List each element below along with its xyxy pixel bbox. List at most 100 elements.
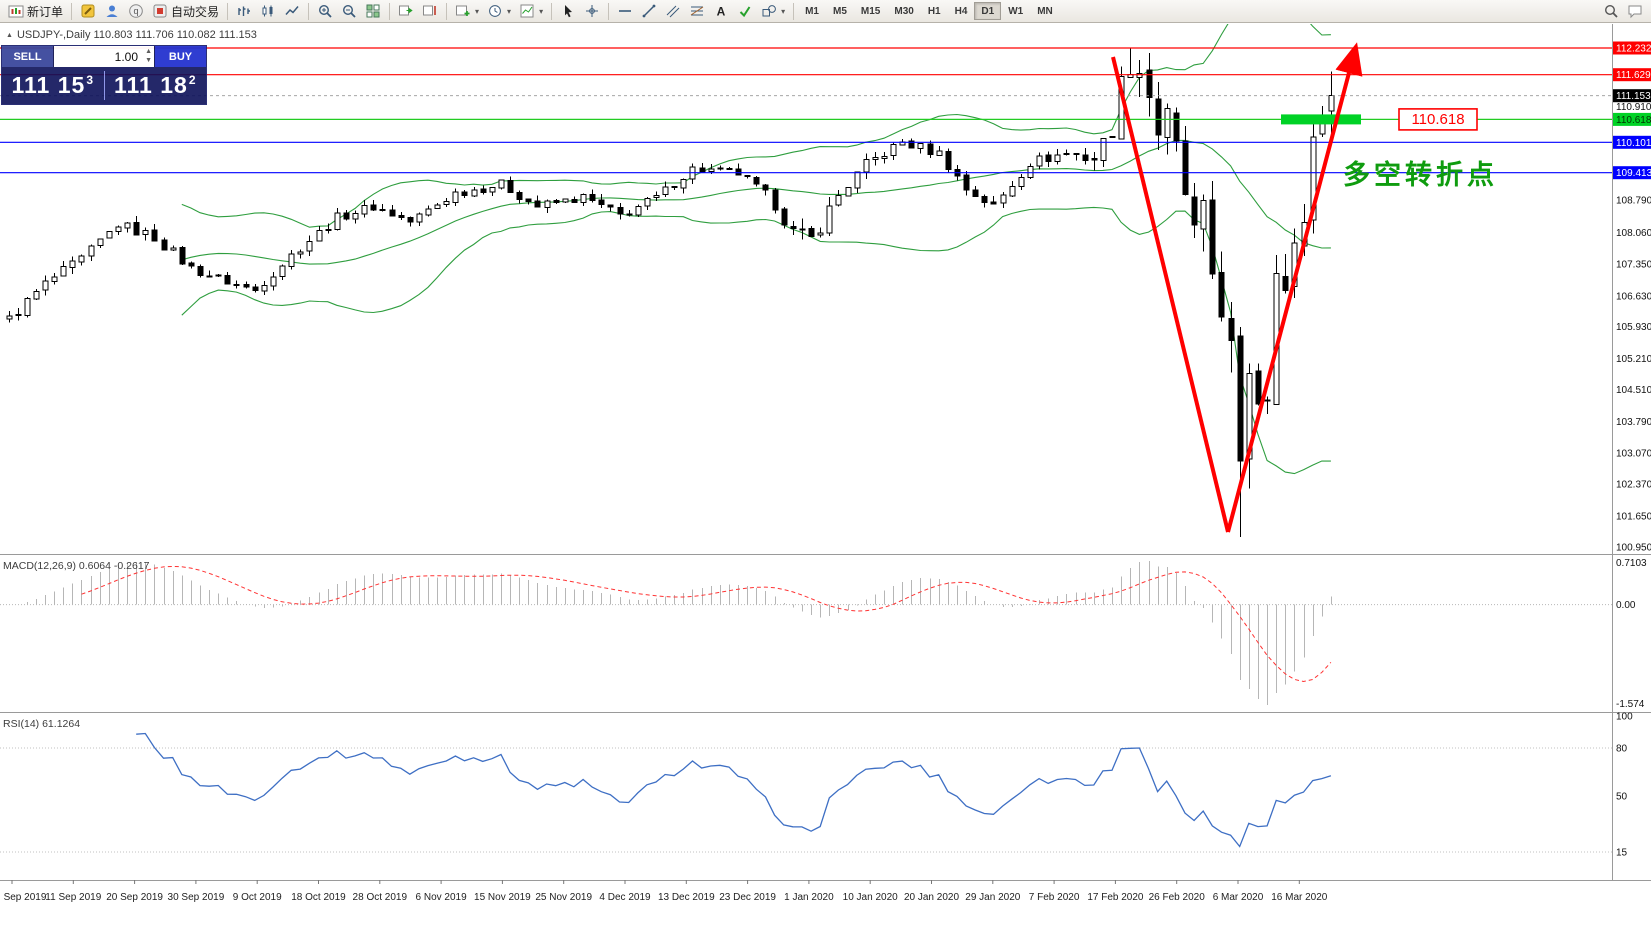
svg-text:6 Mar 2020: 6 Mar 2020 [1213, 892, 1264, 903]
cn-note-text: 多空转折点 [1343, 159, 1498, 190]
volume-stepper: ▲ ▼ [54, 46, 154, 67]
svg-text:28 Oct 2019: 28 Oct 2019 [353, 892, 408, 903]
macd-pane [0, 561, 1612, 705]
svg-text:110.101: 110.101 [1616, 138, 1651, 149]
autoscroll-icon [399, 5, 413, 16]
search-button[interactable] [1599, 1, 1623, 21]
svg-text:109.413: 109.413 [1616, 168, 1651, 179]
dropdown-arrow-icon: ▾ [507, 6, 512, 16]
text-button[interactable]: A [709, 1, 733, 21]
svg-text:15: 15 [1616, 848, 1628, 859]
new-order-button[interactable]: 新订单 [4, 1, 67, 21]
svg-text:105.930: 105.930 [1616, 322, 1651, 333]
svg-text:100.950: 100.950 [1616, 543, 1651, 554]
chat-button[interactable] [1623, 1, 1647, 21]
volume-spin-buttons: ▲ ▼ [145, 47, 152, 65]
sell-button[interactable]: SELL [2, 46, 54, 67]
buy-price[interactable]: 111 18 2 [105, 67, 207, 104]
svg-text:111.629: 111.629 [1616, 70, 1651, 81]
support-zone-bar[interactable] [1281, 114, 1361, 125]
period-dropdown[interactable]: ▾ [483, 1, 515, 21]
volume-up-button[interactable]: ▲ [145, 48, 152, 55]
svg-text:15 Nov 2019: 15 Nov 2019 [474, 892, 531, 903]
metaeditor-icon [81, 4, 95, 18]
trade-panel-divider [103, 71, 105, 100]
svg-text:29 Jan 2020: 29 Jan 2020 [965, 892, 1020, 903]
candlestick-chart-button[interactable] [256, 1, 280, 21]
timeframe-d1-button[interactable]: D1 [974, 2, 1002, 20]
svg-text:108.060: 108.060 [1616, 228, 1651, 239]
svg-text:30 Sep 2019: 30 Sep 2019 [168, 892, 225, 903]
bar-chart-button[interactable] [232, 1, 256, 21]
volume-down-button[interactable]: ▼ [145, 57, 152, 64]
tile-windows-button[interactable] [361, 1, 385, 21]
shift-icon [423, 5, 436, 16]
svg-text:16 Mar 2020: 16 Mar 2020 [1271, 892, 1328, 903]
shapes-dropdown[interactable]: ▾ [757, 1, 789, 21]
zoom-out-button[interactable] [337, 1, 361, 21]
volume-input[interactable] [54, 48, 154, 65]
symbol-ohlc-text: USDJPY-,Daily 110.803 111.706 110.082 11… [16, 29, 257, 41]
collapse-icon[interactable]: ▲ [6, 31, 13, 39]
toolbar-separator [793, 2, 795, 20]
new-order-icon [8, 5, 24, 18]
timeframe-h1-button[interactable]: H1 [921, 2, 948, 20]
timeframe-m1-button[interactable]: M1 [798, 2, 826, 20]
template-dropdown[interactable]: ▾ [515, 1, 547, 21]
svg-text:102.370: 102.370 [1616, 480, 1651, 491]
timeframe-mn-button[interactable]: MN [1030, 2, 1060, 20]
crosshair-button[interactable] [580, 1, 604, 21]
svg-text:110.910: 110.910 [1616, 102, 1651, 113]
rsi-label: RSI(14) 61.1264 [3, 718, 80, 730]
autotrading-button[interactable]: 自动交易 [148, 1, 223, 21]
svg-text:20 Sep 2019: 20 Sep 2019 [106, 892, 163, 903]
fibonacci-button[interactable] [685, 1, 709, 21]
svg-text:50: 50 [1616, 792, 1628, 803]
rsi-pane [0, 732, 1612, 853]
svg-text:17 Feb 2020: 17 Feb 2020 [1087, 892, 1144, 903]
timeframe-h4-button[interactable]: H4 [948, 2, 975, 20]
fibo-icon [690, 6, 704, 16]
timeframe-m5-button[interactable]: M5 [826, 2, 854, 20]
svg-text:108.790: 108.790 [1616, 196, 1651, 207]
buy-price-main: 111 18 [114, 72, 188, 98]
auto-scroll-button[interactable] [394, 1, 418, 21]
v-reversal-arrows[interactable] [1111, 42, 1363, 533]
toolbar-separator [446, 2, 448, 20]
text-icon: A [717, 5, 726, 19]
sell-price[interactable]: 111 15 3 [2, 67, 104, 104]
svg-text:80: 80 [1616, 744, 1628, 755]
toolbar-separator [308, 2, 310, 20]
trendline-button[interactable] [637, 1, 661, 21]
svg-text:103.790: 103.790 [1616, 417, 1651, 428]
channel-button[interactable] [661, 1, 685, 21]
price-tag-box[interactable] [1398, 108, 1478, 131]
svg-text:10 Jan 2020: 10 Jan 2020 [843, 892, 898, 903]
new-chart-dropdown[interactable]: ▾ [451, 1, 483, 21]
zoom-in-button[interactable] [313, 1, 337, 21]
chart-shift-button[interactable] [418, 1, 442, 21]
community-button[interactable]: q [124, 1, 148, 21]
trade-panel-controls: SELL ▲ ▼ BUY [2, 46, 206, 67]
chart-canvas[interactable]: 110.618 多空转折点 110.910 108.790 108.060 107.350… [0, 24, 1651, 946]
line-icon [285, 6, 299, 15]
metaeditor-button[interactable] [76, 1, 100, 21]
clock-icon [489, 5, 501, 17]
tile-icon [366, 4, 380, 18]
svg-text:A: A [717, 5, 726, 19]
cursor-button[interactable] [556, 1, 580, 21]
line-chart-button[interactable] [280, 1, 304, 21]
svg-text:9 Oct 2019: 9 Oct 2019 [233, 892, 282, 903]
zoom-out-icon [343, 4, 356, 18]
channel-icon [666, 5, 680, 18]
timeframe-m30-button[interactable]: M30 [887, 2, 920, 20]
timeframe-w1-button[interactable]: W1 [1001, 2, 1030, 20]
toolbar-separator [227, 2, 229, 20]
buy-button[interactable]: BUY [154, 46, 206, 67]
horizontal-line-button[interactable] [613, 1, 637, 21]
arrows-button[interactable] [733, 1, 757, 21]
svg-text:110.618: 110.618 [1616, 115, 1651, 126]
market-watch-button[interactable] [100, 1, 124, 21]
timeframe-m15-button[interactable]: M15 [854, 2, 887, 20]
